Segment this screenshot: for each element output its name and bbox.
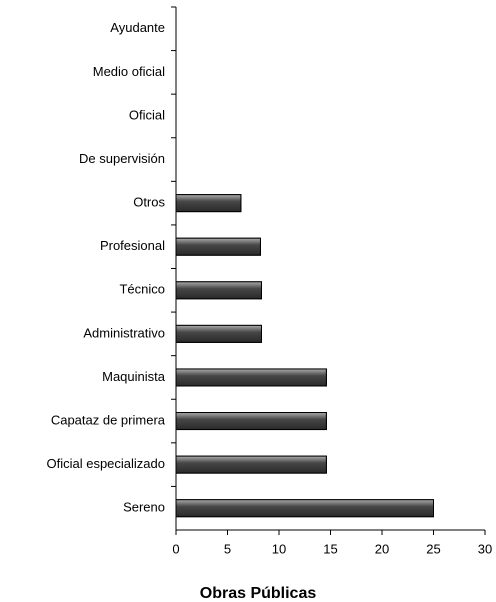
y-tick-label: Profesional — [100, 238, 165, 253]
y-tick-label: Capataz de primera — [51, 412, 166, 427]
y-tick-label: De supervisión — [79, 151, 165, 166]
y-tick-label: Maquinista — [102, 369, 166, 384]
x-tick-label: 25 — [426, 541, 440, 556]
bar-shade — [175, 455, 327, 474]
bar-shade — [175, 368, 327, 387]
x-tick-label: 15 — [323, 541, 337, 556]
y-tick-label: Sereno — [123, 500, 165, 515]
y-tick-label: Oficial especializado — [46, 456, 165, 471]
bar-shade — [175, 237, 261, 256]
bar-shade — [175, 499, 434, 518]
x-tick-label: 30 — [478, 541, 492, 556]
y-tick-label: Administrativo — [83, 325, 165, 340]
x-tick-label: 10 — [272, 541, 286, 556]
chart-title: Obras Públicas — [200, 585, 317, 602]
x-tick-label: 20 — [375, 541, 389, 556]
y-tick-label: Otros — [133, 195, 165, 210]
x-tick-label: 5 — [224, 541, 231, 556]
bar-shade — [175, 324, 262, 343]
bar-shade — [175, 412, 327, 431]
x-tick-label: 0 — [172, 541, 179, 556]
y-tick-label: Medio oficial — [93, 64, 165, 79]
y-tick-label: Ayudante — [110, 20, 165, 35]
y-tick-label: Oficial — [129, 107, 165, 122]
bar-shade — [175, 281, 262, 300]
y-tick-label: Técnico — [119, 282, 165, 297]
bar-shade — [175, 194, 242, 213]
